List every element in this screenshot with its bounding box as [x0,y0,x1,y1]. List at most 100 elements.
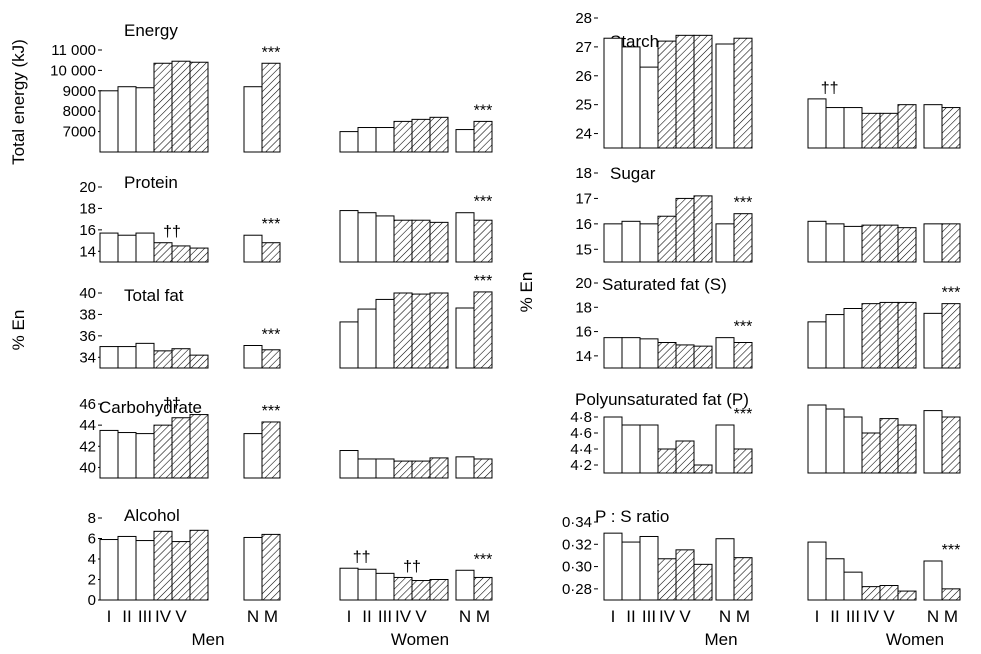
bar-women-nm-1 [473,576,493,601]
group-label-women-left: Women [391,630,449,649]
bar-women-nm-1 [941,107,961,149]
significance-men_quintiles: †† [163,396,181,413]
group-label-men-left: Men [191,630,224,649]
bar-men-nm-0 [715,43,735,149]
y-axis-label-right: % En [517,272,536,313]
significance-women_quintiles_right: †† [403,558,421,575]
bar-women-nm-0 [923,223,943,263]
bar-men-quintile-0 [603,337,623,369]
y-tick-label: 10 000 [50,62,96,79]
x-tick-label-men: I [611,607,616,626]
bar-men-nm-1 [733,557,753,601]
bar-women-quintile-3 [861,432,881,474]
bar-women-quintile-2 [375,298,395,369]
y-tick-label: 36 [79,328,96,345]
bar-men-quintile-3 [153,530,173,601]
bar-men-quintile-0 [603,37,623,149]
bar-women-quintile-1 [825,314,845,369]
bar-women-quintile-2 [375,572,395,601]
bar-men-nm-1 [733,37,753,149]
y-tick-label: 18 [79,200,96,217]
significance-men_nm: *** [262,44,281,61]
bar-men-quintile-4 [675,344,695,369]
y-tick-label: 4 [88,551,96,568]
bar-women-nm-0 [455,307,475,369]
significance-women_nm: *** [942,542,961,559]
bar-men-nm-0 [715,424,735,474]
bar-men-nm-1 [261,421,281,479]
bar-men-quintile-2 [639,338,659,369]
bar-women-quintile-5 [897,590,917,601]
y-tick-label: 38 [79,306,96,323]
bar-women-quintile-2 [843,308,863,369]
x-tick-label-women-nm: N [459,607,471,626]
bar-men-quintile-4 [675,197,695,263]
significance-women_nm: *** [474,194,493,211]
bar-men-quintile-3 [657,448,677,474]
bar-men-quintile-1 [117,234,137,263]
y-tick-label: 34 [79,349,96,366]
x-tick-label-men: III [138,607,152,626]
panel-2: Total fat 34 36 38 40 *** *** [79,273,493,369]
bar-men-nm-0 [715,538,735,601]
bar-men-nm-0 [243,86,263,153]
bar-women-nm-0 [923,560,943,601]
bar-men-nm-0 [243,433,263,479]
bar-men-nm-1 [261,349,281,369]
bar-women-quintile-0 [807,404,827,474]
bar-women-quintile-3 [393,120,413,153]
bar-men-quintile-3 [657,215,677,263]
bar-women-nm-1 [473,458,493,479]
bar-men-quintile-1 [117,346,137,369]
y-tick-label: 0 [88,592,96,609]
x-tick-label-women: IV [395,607,412,626]
y-tick-label: 16 [79,222,96,239]
bar-men-quintile-1 [117,535,137,601]
bar-men-quintile-2 [135,342,155,369]
y-tick-label: 17 [575,190,592,207]
bar-men-quintile-0 [99,539,119,601]
y-tick-label: 40 [79,459,96,476]
y-tick-label: 26 [575,68,592,85]
panel-6: Sugar 15 16 17 18 *** [575,164,961,263]
y-tick-label: 14 [79,243,96,260]
significance-men_quintiles: †† [163,224,181,241]
bar-women-quintile-1 [357,458,377,479]
y-tick-label: 42 [79,438,96,455]
bar-women-quintile-5 [897,424,917,474]
bar-women-quintile-2 [843,416,863,474]
bar-men-quintile-5 [189,61,209,153]
bar-women-quintile-1 [357,568,377,601]
significance-women_nm: *** [474,273,493,290]
panel-title: Protein [124,173,178,192]
bar-men-quintile-1 [621,220,641,263]
x-tick-label-women: III [378,607,392,626]
y-tick-label: 4·2 [570,457,592,474]
bar-women-quintile-4 [411,580,431,601]
panel-0: Energy 7000 8000 9000 10 000 11 000 *** *** [50,21,493,153]
x-tick-label-women-nm: M [476,607,490,626]
bar-men-quintile-0 [603,532,623,601]
bar-women-nm-1 [941,588,961,601]
x-tick-label-women-nm: N [927,607,939,626]
bar-men-quintile-3 [153,62,173,153]
significance-men_nm: *** [262,216,281,233]
panel-1: Protein 14 16 18 20 *** *** †† [79,173,493,263]
bar-women-quintile-3 [861,224,881,263]
significance-men_nm: *** [262,327,281,344]
bar-men-quintile-5 [693,464,713,474]
significance-women_nm: *** [942,285,961,302]
bar-women-quintile-0 [339,131,359,153]
bar-men-quintile-5 [189,354,209,369]
bar-men-quintile-0 [603,223,623,263]
bar-women-quintile-3 [861,303,881,369]
bar-men-quintile-3 [153,424,173,479]
bar-women-nm-1 [473,219,493,263]
bar-women-quintile-4 [879,224,899,263]
y-tick-label: 4·8 [570,409,592,426]
y-tick-label: 0·28 [562,581,592,598]
x-tick-label-women: III [846,607,860,626]
bar-women-quintile-4 [411,460,431,479]
bar-men-quintile-3 [657,40,677,149]
bar-women-quintile-1 [825,558,845,601]
